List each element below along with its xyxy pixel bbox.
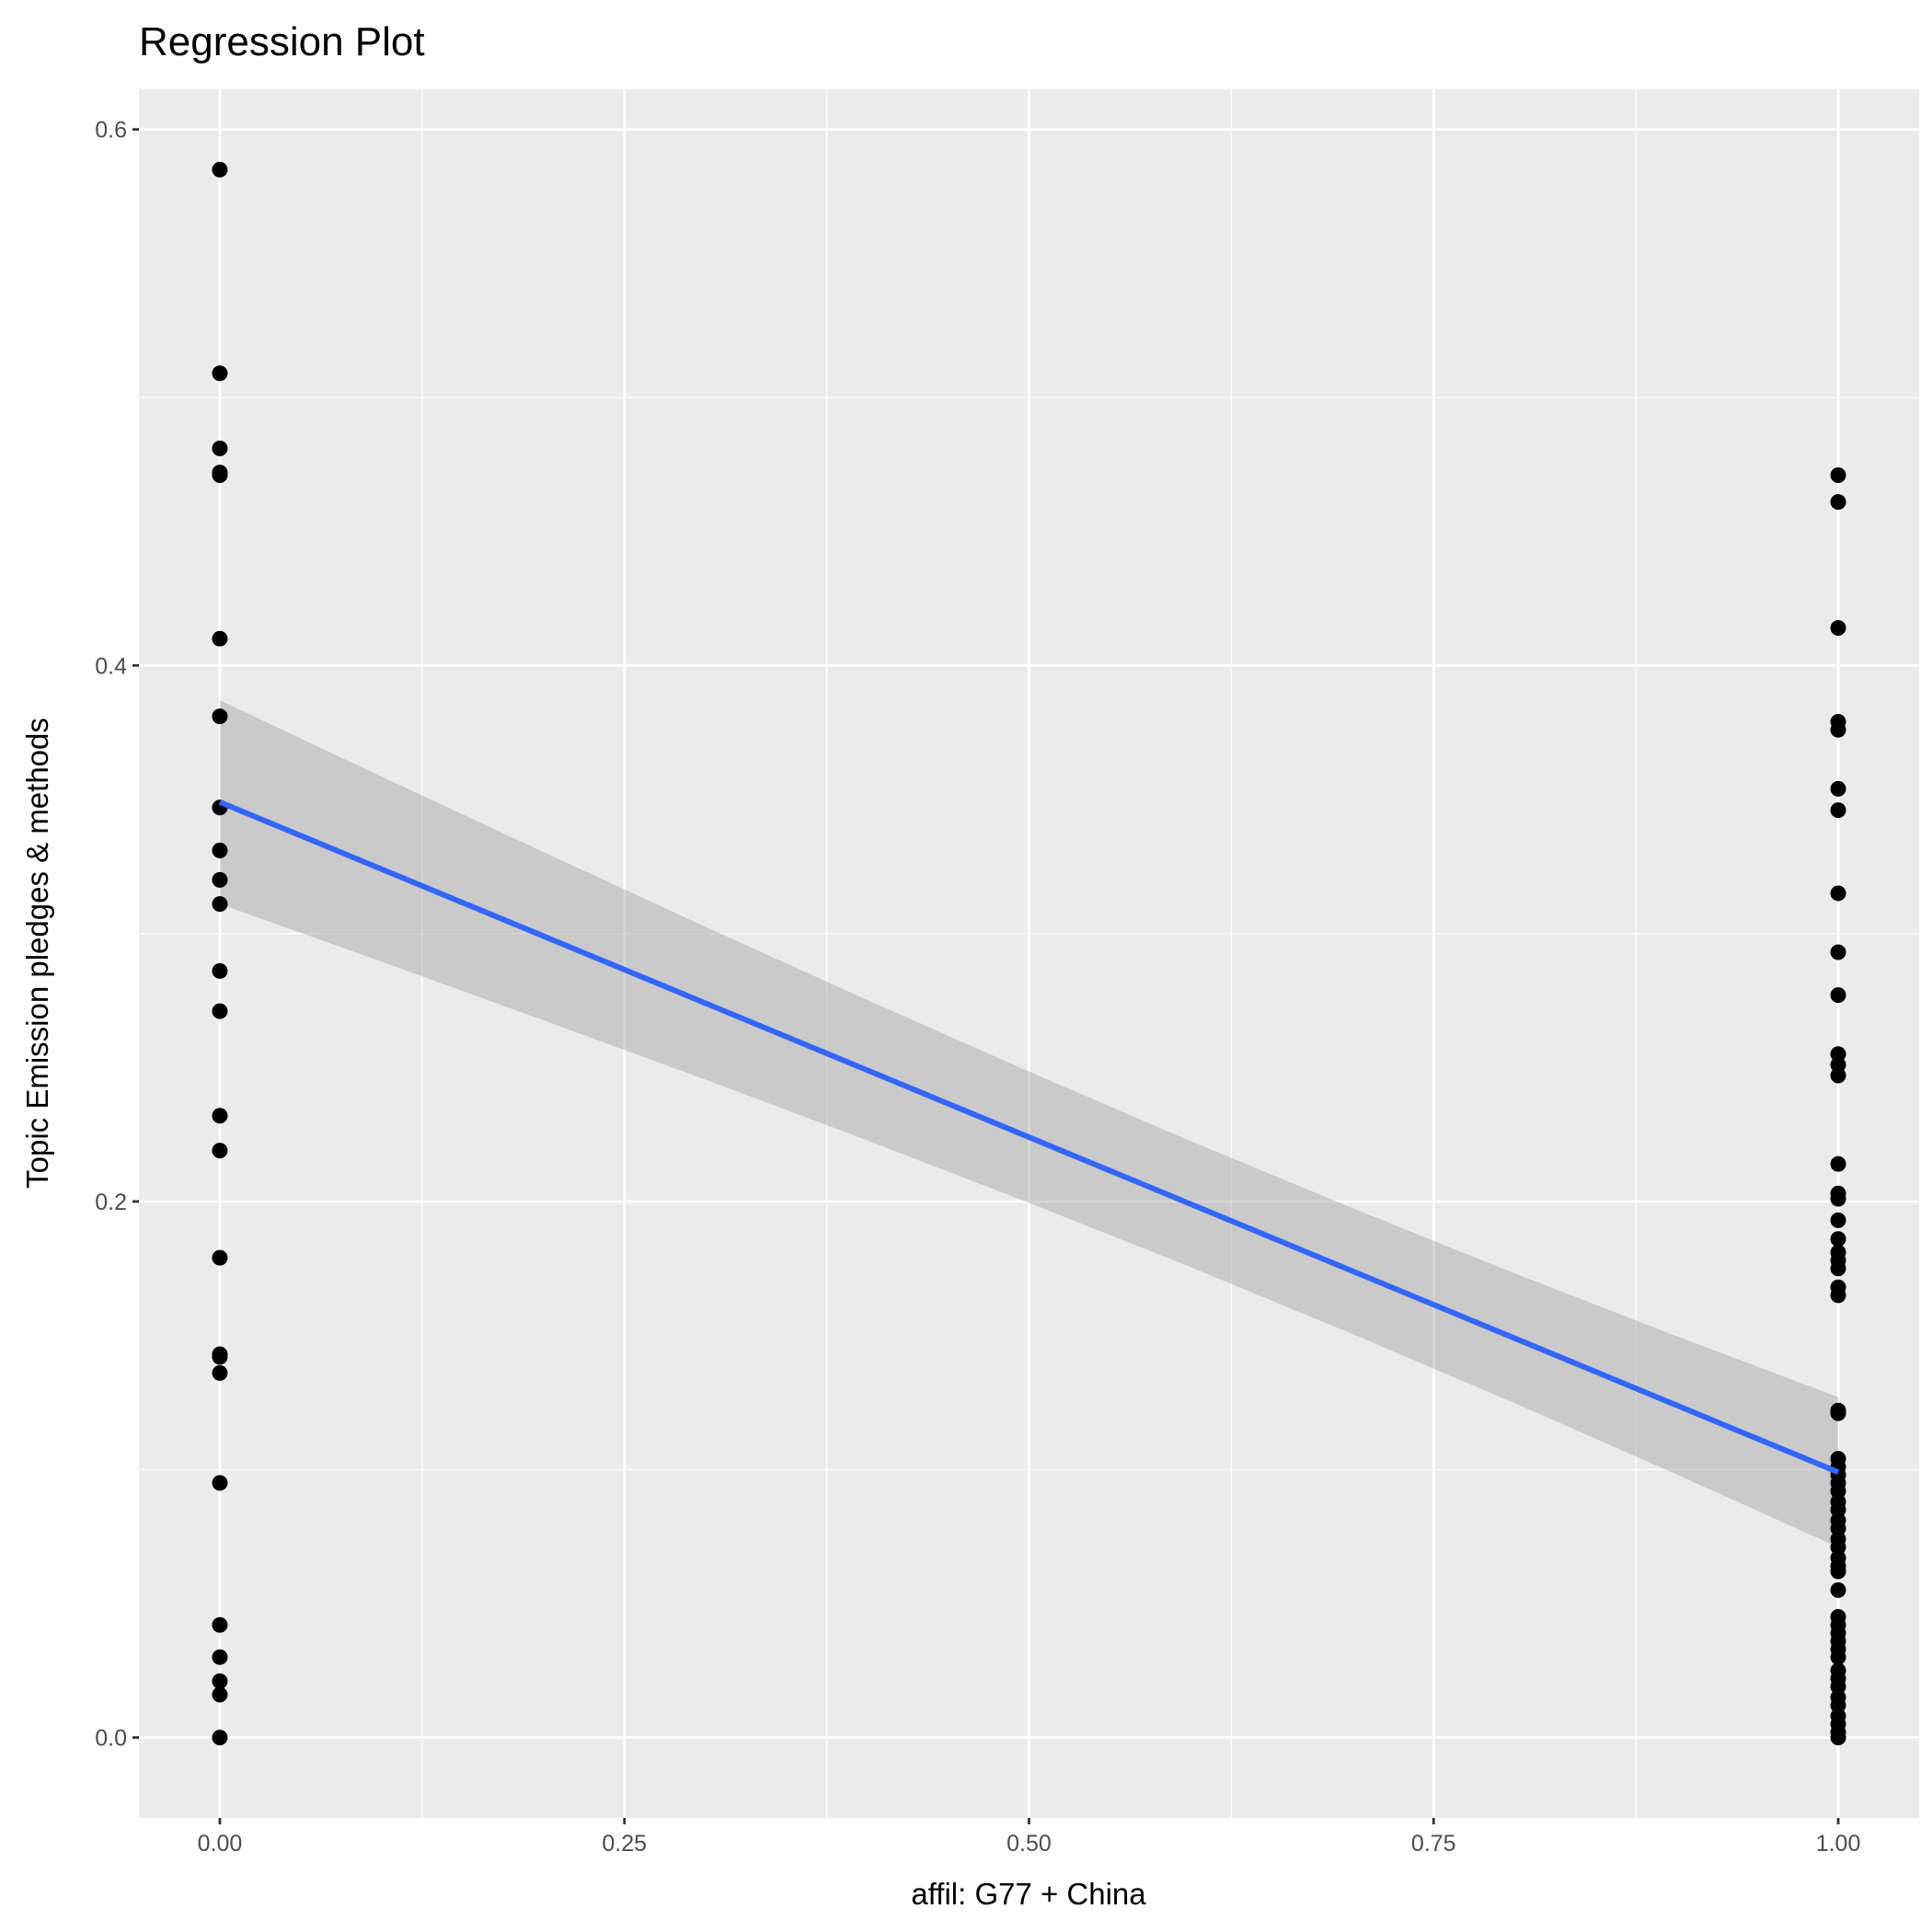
data-point [1830,1046,1846,1063]
regression-line [218,799,1840,1475]
data-point [212,161,228,178]
data-points [212,161,1846,1746]
data-point [212,896,228,913]
x-tick-label: 0.50 [1006,1831,1052,1857]
data-point [1830,721,1846,738]
x-axis-title: affil: G77 + China [911,1877,1146,1911]
chart-title: Regression Plot [139,19,425,64]
data-point [1830,802,1846,819]
data-point [1830,1581,1846,1598]
data-point [212,630,228,647]
data-point [1830,1563,1846,1580]
data-point [212,1616,228,1633]
x-tick-label: 1.00 [1816,1831,1861,1857]
data-point [212,871,228,888]
data-point [212,1003,228,1019]
data-point [212,842,228,858]
data-point [1830,1190,1846,1207]
data-point [1830,1678,1846,1695]
data-point [212,1730,228,1746]
data-point [1830,780,1846,797]
data-point [1830,1730,1846,1746]
data-point [212,1108,228,1124]
data-point [212,440,228,456]
data-point [1830,987,1846,1004]
data-point [1830,1405,1846,1421]
data-point [212,1364,228,1381]
data-point [212,1673,228,1689]
confidence-band [219,700,1839,1547]
data-point [1830,620,1846,637]
data-point [212,708,228,725]
data-point [212,1686,228,1703]
axes: 0.00 0.25 0.50 0.75 1.00 0.0 0.2 0.4 0.6 [95,118,1860,1857]
data-point [1830,1056,1846,1073]
data-point [1830,1501,1846,1518]
y-tick-label: 0.6 [95,118,127,144]
data-point [1830,1520,1846,1536]
regression-line-group [218,799,1840,1475]
x-tick-label: 0.25 [602,1831,647,1857]
data-point [1830,885,1846,902]
data-point [212,1143,228,1159]
data-point [1830,1287,1846,1304]
x-tick-label: 0.75 [1411,1831,1456,1857]
y-axis-title: Topic Emission pledges & methods [20,718,54,1189]
data-point [1830,1156,1846,1172]
data-point [1830,1649,1846,1665]
data-point [1830,1067,1846,1084]
data-point [1830,944,1846,960]
data-point [212,365,228,382]
data-point [212,466,228,483]
data-point [1830,1231,1846,1248]
y-tick-label: 0.2 [95,1190,127,1215]
data-point [212,1249,228,1266]
data-point [212,1649,228,1665]
data-point [212,1349,228,1365]
y-tick-label: 0.4 [95,653,127,679]
data-point [1830,1697,1846,1714]
x-tick-label: 0.00 [198,1831,243,1857]
data-point [1830,1539,1846,1556]
data-point [1830,466,1846,483]
data-point [212,962,228,979]
data-point [1830,1212,1846,1228]
y-tick-label: 0.0 [95,1726,127,1752]
data-point [1830,1260,1846,1277]
data-point [212,1475,228,1491]
data-point [1830,494,1846,511]
confidence-ribbon [219,700,1839,1547]
data-point [1830,1483,1846,1500]
